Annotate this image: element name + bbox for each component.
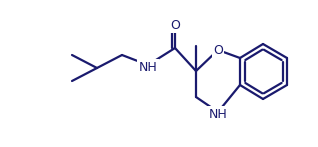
Text: O: O xyxy=(213,44,223,56)
Text: O: O xyxy=(170,19,180,31)
Text: NH: NH xyxy=(209,107,227,121)
Text: NH: NH xyxy=(139,61,157,74)
